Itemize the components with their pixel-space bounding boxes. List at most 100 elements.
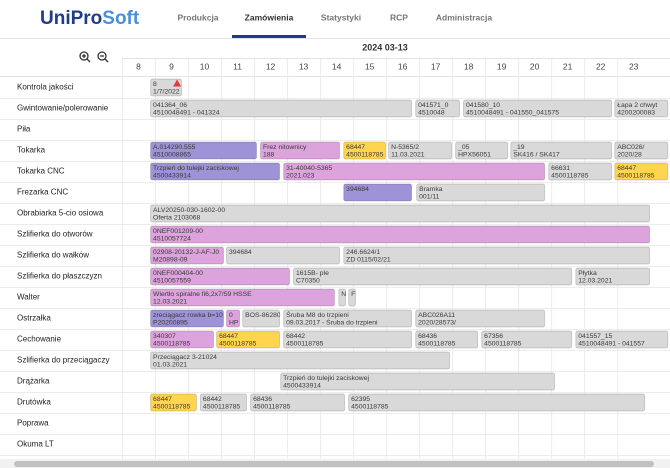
task-bar	[150, 78, 183, 97]
task-text: 66631	[551, 165, 570, 172]
task[interactable]: 394684	[343, 183, 413, 202]
task[interactable]: ABC026/2020/28	[614, 141, 669, 160]
task[interactable]: N	[338, 288, 347, 307]
nav-item[interactable]: RCP	[390, 12, 408, 22]
task[interactable]: 0HP	[225, 309, 241, 328]
task-bar	[481, 330, 573, 349]
nav-item[interactable]: Statystyki	[321, 12, 361, 22]
task-text: Trzpień do tulejki zaciskowej	[283, 375, 369, 382]
logo[interactable]: UniProSoft	[40, 8, 140, 29]
hour-label: 9	[169, 61, 174, 71]
task-bar	[150, 288, 335, 307]
task-text: 4500118785	[484, 340, 522, 347]
task-text: SK416 / SK417	[513, 151, 560, 158]
task-text: 4500118785	[153, 403, 191, 410]
task-text: 041571_0	[418, 102, 448, 109]
machine-label: Tokarka CNC	[17, 167, 65, 176]
task-text: 394684	[229, 249, 252, 256]
task-text: 041580_10	[466, 102, 500, 109]
task-text: 4510048	[418, 109, 445, 116]
task-bar	[150, 309, 225, 328]
task-text: 68447	[346, 144, 365, 151]
task-text: 02908-20132-J-AF-J0	[153, 249, 219, 256]
task[interactable]: 394684	[225, 246, 341, 265]
hour-label: 12	[266, 61, 276, 71]
task-text: Trzpień do tulejki zaciskowej	[153, 165, 239, 172]
nav-item[interactable]: Produkcja	[177, 12, 218, 22]
task-bar	[455, 141, 509, 160]
task[interactable]: Wiertło spiralne fi6,2x7/59 HSSE12.03.20…	[150, 288, 335, 307]
task[interactable]: N-5365/211.03.2021	[388, 141, 453, 160]
task[interactable]: 246.6624/1ZD 0115/02/21	[343, 246, 651, 265]
task-text: 4510008865	[153, 151, 191, 158]
task[interactable]: BOS-86280	[242, 309, 281, 328]
task-text: 4500118785	[153, 340, 191, 347]
task-bar	[548, 162, 613, 181]
zoom-out[interactable]	[97, 51, 109, 63]
machine-label: Drutówka	[17, 398, 51, 407]
task-bar	[343, 183, 413, 202]
task-text: N	[341, 291, 346, 298]
nav-item[interactable]: Zamówienia	[245, 12, 294, 22]
task-text: P20200895	[153, 319, 188, 326]
task-text: A.014290.555	[153, 144, 196, 151]
machine-label: Obrabiarka 5-cio osiowa	[17, 209, 104, 218]
task-text: 001/11	[419, 193, 440, 200]
zoom-in[interactable]	[79, 51, 91, 63]
task-text: N-5365/2	[391, 144, 419, 151]
scrollbar-thumb[interactable]	[14, 461, 654, 467]
task-bar	[343, 246, 651, 265]
nav-item[interactable]: Administracja	[436, 12, 492, 22]
task-text: 67356	[484, 333, 503, 340]
task-text: ALV20250-030-1602-00	[153, 207, 225, 214]
task-bar	[225, 309, 241, 328]
task-bar	[259, 141, 341, 160]
task[interactable]: F	[348, 288, 357, 307]
task-text: 1615B- ple	[296, 270, 329, 277]
task[interactable]: 81/7/2022	[150, 78, 183, 97]
machine-label: Szlifierka do otworów	[17, 230, 93, 239]
task-text: Łapa 2 chwyt	[617, 102, 657, 109]
machine-label: Kontrola jakości	[17, 83, 74, 92]
hour-label: 19	[497, 61, 507, 71]
task-text: ZD 0115/02/21	[346, 256, 391, 263]
hour-label: 16	[398, 61, 408, 71]
task-bar	[283, 330, 413, 349]
